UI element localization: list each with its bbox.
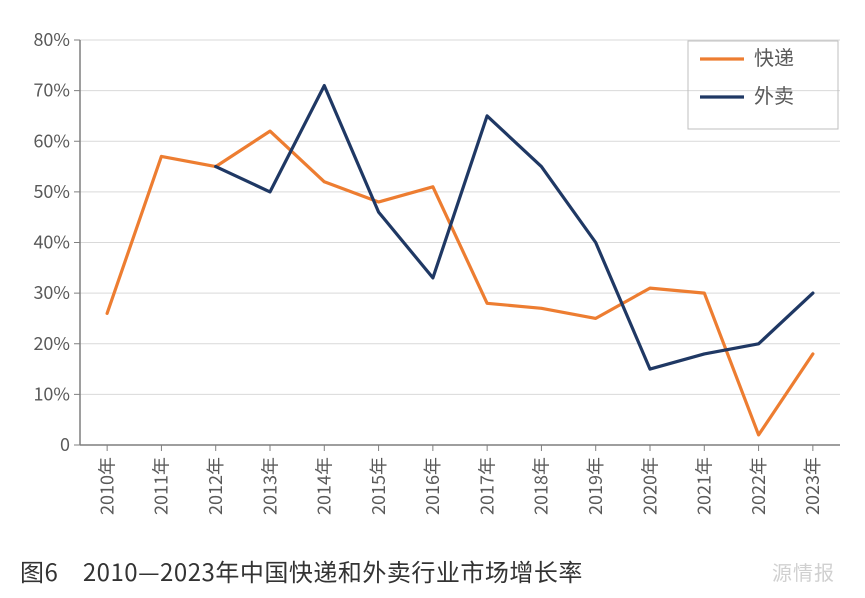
- x-tick-label: 2014年: [311, 457, 337, 515]
- y-tick-label: 10%: [33, 380, 70, 406]
- y-tick-label: 30%: [33, 279, 70, 305]
- line-chart: 0 10% 20% 30% 40% 50% 60% 70% 80% 2010年 2011年 2012年…: [0, 0, 865, 598]
- x-tick-label: 2017年: [473, 457, 499, 515]
- legend-label: 快递: [754, 42, 794, 71]
- x-tick-label: 2022年: [745, 457, 771, 515]
- chart-container: 0 10% 20% 30% 40% 50% 60% 70% 80% 2010年 2011年 2012年…: [0, 0, 865, 598]
- legend-label: 外卖: [754, 80, 794, 109]
- x-tick-label: 2018年: [528, 457, 554, 515]
- watermark-text: 源情报: [772, 557, 835, 586]
- y-tick-label: 60%: [33, 127, 70, 153]
- y-tick-label: 20%: [33, 330, 70, 356]
- x-tick-label: 2010年: [93, 457, 119, 515]
- x-tick-label: 2013年: [256, 457, 282, 515]
- y-tick-label: 40%: [33, 229, 70, 255]
- y-tick-label: 0: [60, 431, 70, 457]
- y-tick-label: 70%: [33, 77, 70, 103]
- x-tick-label: 2016年: [419, 457, 445, 515]
- y-tick-label: 80%: [33, 26, 70, 52]
- y-tick-label: 50%: [33, 178, 70, 204]
- x-tick-label: 2011年: [148, 457, 174, 515]
- x-tick-label: 2020年: [636, 457, 662, 515]
- figure-caption: 图6 2010—2023年中国快递和外卖行业市场增长率: [20, 553, 583, 588]
- x-tick-label: 2019年: [582, 457, 608, 515]
- x-tick-label: 2023年: [799, 457, 825, 515]
- x-tick-label: 2021年: [691, 457, 717, 515]
- x-tick-label: 2015年: [365, 457, 391, 515]
- x-tick-label: 2012年: [202, 457, 228, 515]
